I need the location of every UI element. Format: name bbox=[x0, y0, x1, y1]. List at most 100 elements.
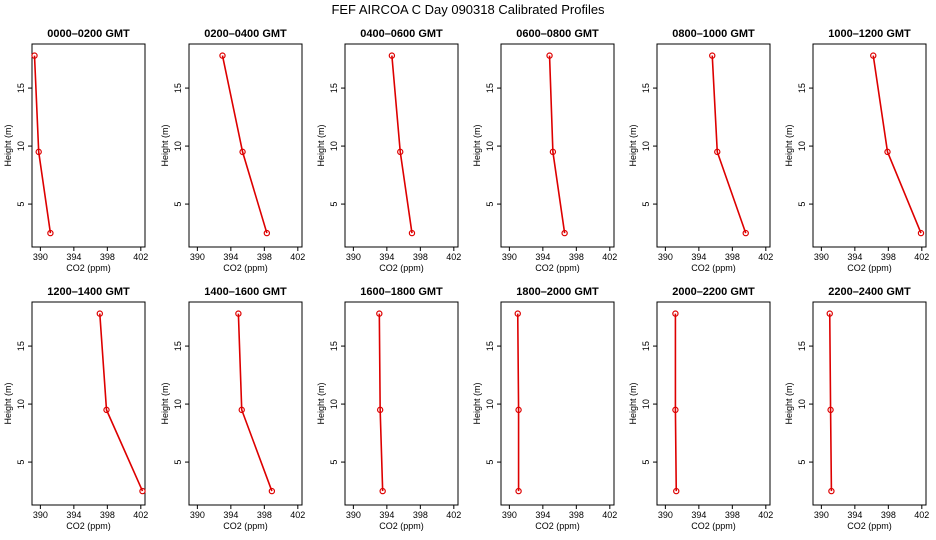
x-tick-label: 398 bbox=[413, 510, 428, 520]
panel-title: 0000–0200 GMT bbox=[47, 28, 130, 40]
x-tick-label: 402 bbox=[602, 252, 617, 262]
panel-8: 1400–1600 GMT 390 394 398 402 5 10 15 CO2 (ppm) H… bbox=[160, 286, 305, 531]
y-tick-label: 10 bbox=[329, 399, 339, 409]
y-tick-label: 10 bbox=[16, 141, 26, 151]
plot-frame bbox=[812, 301, 927, 506]
data-point bbox=[263, 229, 271, 237]
plot-frame bbox=[344, 301, 459, 506]
x-tick-label: 390 bbox=[814, 252, 829, 262]
x-tick-label: 394 bbox=[66, 510, 81, 520]
y-tick-label: 15 bbox=[173, 83, 183, 93]
panel-title: 1800–2000 GMT bbox=[516, 286, 599, 298]
x-axis-label: CO2 (ppm) bbox=[535, 521, 580, 531]
x-axis-label: CO2 (ppm) bbox=[847, 263, 892, 273]
x-tick-label: 402 bbox=[602, 510, 617, 520]
data-point bbox=[672, 310, 679, 317]
x-tick-label: 390 bbox=[658, 252, 673, 262]
panel-title: 2200–2400 GMT bbox=[828, 286, 911, 298]
plot-frame bbox=[812, 43, 927, 248]
x-tick-label: 398 bbox=[413, 252, 428, 262]
plot-frame bbox=[656, 43, 771, 248]
x-tick-label: 394 bbox=[66, 252, 81, 262]
panel-title: 0200–0400 GMT bbox=[204, 28, 287, 40]
panel-title: 2000–2200 GMT bbox=[672, 286, 755, 298]
x-axis-label: CO2 (ppm) bbox=[535, 263, 580, 273]
y-tick-label: 15 bbox=[16, 341, 26, 351]
plot-frame bbox=[500, 301, 615, 506]
data-point bbox=[239, 148, 246, 156]
x-tick-label: 398 bbox=[257, 510, 272, 520]
y-tick-label: 10 bbox=[16, 399, 26, 409]
data-point bbox=[376, 406, 384, 414]
panel-10: 1800–2000 GMT 390 394 398 402 5 10 15 CO2 (ppm) H… bbox=[472, 286, 617, 531]
y-axis-label: Height (m) bbox=[784, 382, 794, 424]
data-point bbox=[549, 148, 557, 156]
x-tick-label: 394 bbox=[691, 510, 706, 520]
data-point bbox=[47, 229, 54, 237]
data-point bbox=[514, 310, 521, 317]
profile-line bbox=[237, 313, 273, 492]
y-tick-label: 5 bbox=[797, 202, 807, 207]
profile-line bbox=[872, 55, 922, 234]
profile-line bbox=[674, 313, 678, 492]
x-axis-label: CO2 (ppm) bbox=[66, 521, 111, 531]
data-point bbox=[870, 52, 877, 59]
x-tick-label: 394 bbox=[847, 252, 862, 262]
data-point bbox=[714, 148, 721, 156]
y-tick-label: 5 bbox=[329, 460, 339, 465]
plot-frame bbox=[188, 43, 303, 248]
y-tick-label: 15 bbox=[797, 341, 807, 351]
y-tick-label: 10 bbox=[485, 141, 495, 151]
data-point bbox=[828, 487, 835, 495]
y-tick-label: 15 bbox=[485, 341, 495, 351]
plot-frame bbox=[656, 301, 771, 506]
data-point bbox=[673, 487, 680, 495]
plot-frame bbox=[31, 43, 146, 248]
data-point bbox=[96, 310, 104, 317]
x-tick-label: 398 bbox=[569, 252, 584, 262]
x-tick-label: 398 bbox=[881, 510, 896, 520]
profile-line bbox=[99, 313, 144, 492]
x-tick-label: 390 bbox=[190, 510, 205, 520]
panel-title: 1200–1400 GMT bbox=[47, 286, 130, 298]
data-point bbox=[546, 52, 553, 59]
y-tick-label: 15 bbox=[641, 341, 651, 351]
x-tick-label: 402 bbox=[290, 252, 305, 262]
x-axis-label: CO2 (ppm) bbox=[66, 263, 111, 273]
y-axis-label: Height (m) bbox=[628, 382, 638, 424]
panel-7: 1200–1400 GMT 390 394 398 402 5 10 15 CO2 (ppm) H… bbox=[3, 286, 148, 531]
x-tick-label: 398 bbox=[725, 510, 740, 520]
panel-11: 2000–2200 GMT 390 394 398 402 5 10 15 CO2 (ppm) H… bbox=[628, 286, 773, 531]
panel-2: 0200–0400 GMT 390 394 398 402 5 10 15 CO2 (ppm) H… bbox=[160, 28, 305, 273]
y-tick-label: 5 bbox=[485, 202, 495, 207]
x-axis-label: CO2 (ppm) bbox=[379, 521, 424, 531]
y-tick-label: 5 bbox=[16, 460, 26, 465]
profile-line bbox=[828, 313, 833, 492]
x-tick-label: 390 bbox=[814, 510, 829, 520]
x-tick-label: 398 bbox=[100, 252, 115, 262]
x-tick-label: 394 bbox=[691, 252, 706, 262]
y-tick-label: 10 bbox=[329, 141, 339, 151]
x-tick-label: 402 bbox=[758, 252, 773, 262]
x-tick-label: 398 bbox=[257, 252, 272, 262]
x-axis-label: CO2 (ppm) bbox=[691, 263, 736, 273]
y-tick-label: 5 bbox=[16, 202, 26, 207]
x-tick-label: 402 bbox=[446, 252, 461, 262]
y-tick-label: 10 bbox=[797, 399, 807, 409]
x-axis-label: CO2 (ppm) bbox=[223, 263, 268, 273]
x-tick-label: 402 bbox=[290, 510, 305, 520]
y-tick-label: 5 bbox=[797, 460, 807, 465]
x-tick-label: 390 bbox=[33, 252, 48, 262]
data-point bbox=[917, 229, 925, 237]
x-tick-label: 394 bbox=[379, 510, 394, 520]
x-tick-label: 390 bbox=[502, 510, 517, 520]
x-tick-label: 398 bbox=[100, 510, 115, 520]
panel-title: 0400–0600 GMT bbox=[360, 28, 443, 40]
data-point bbox=[709, 52, 716, 59]
profile-line bbox=[711, 55, 747, 234]
panel-title: 0600–0800 GMT bbox=[516, 28, 599, 40]
y-tick-label: 5 bbox=[173, 202, 183, 207]
data-point bbox=[139, 487, 146, 495]
x-tick-label: 394 bbox=[847, 510, 862, 520]
